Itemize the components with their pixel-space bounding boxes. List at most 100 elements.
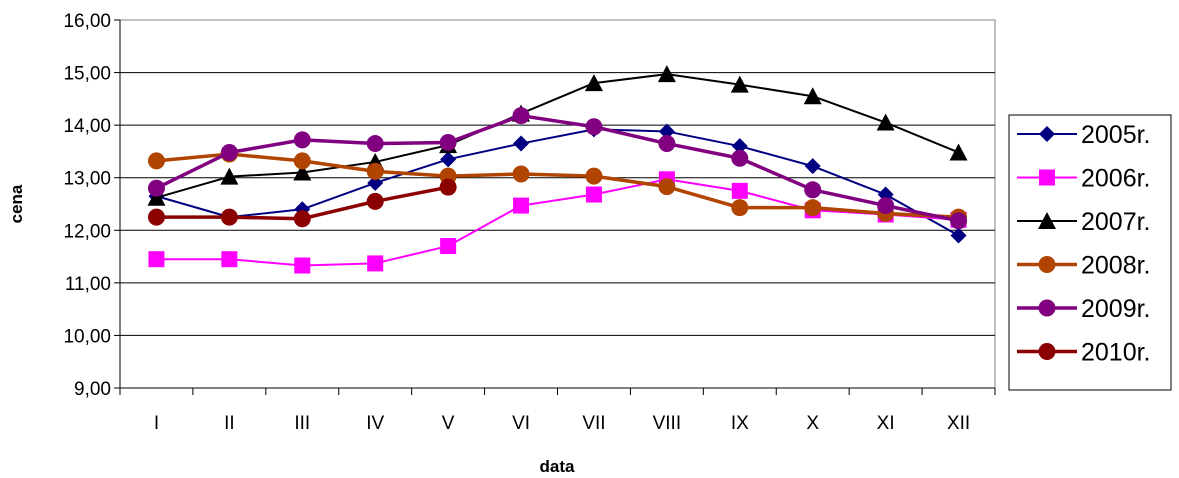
data-point: [293, 163, 312, 181]
data-point: [148, 251, 165, 268]
gridlines: [120, 72, 995, 336]
series-line: [156, 152, 959, 219]
data-point: [440, 151, 457, 168]
legend-label: 2005r.: [1081, 121, 1151, 149]
y-axis-title: cena: [7, 184, 26, 223]
data-point: [658, 178, 676, 196]
legend-item: 2008r.: [1017, 252, 1151, 280]
data-point: [513, 135, 530, 152]
y-tick-label: 13,00: [63, 169, 111, 190]
data-point: [804, 199, 822, 217]
y-tick-label: 12,00: [63, 221, 111, 242]
legend-swatch-marker: [1039, 169, 1055, 186]
series-2010r: [147, 178, 457, 228]
plot-area: [119, 19, 996, 389]
data-point: [293, 131, 311, 149]
x-tick-label: V: [442, 413, 455, 434]
data-point: [220, 167, 239, 185]
data-point: [585, 118, 603, 136]
x-tick-label: II: [224, 413, 235, 434]
data-point: [584, 74, 603, 92]
legend-box: [1008, 114, 1172, 391]
y-tick-label: 16,00: [63, 11, 111, 32]
legend-item: 2010r.: [1017, 339, 1151, 367]
data-point: [366, 162, 384, 180]
data-point: [220, 208, 238, 226]
data-point: [367, 255, 384, 272]
series-line: [155, 113, 959, 223]
legend-swatch-marker: [1038, 212, 1056, 229]
data-point: [804, 181, 822, 199]
y-tick-label: 15,00: [63, 64, 111, 85]
series-2009r: [147, 107, 968, 230]
data-point: [512, 107, 530, 125]
data-point: [876, 113, 895, 131]
data-point: [731, 182, 748, 199]
data-point: [147, 188, 166, 206]
data-point: [658, 135, 676, 153]
y-tick-label: 10,00: [63, 326, 111, 347]
y-tick-label: 11,00: [65, 274, 111, 295]
data-point: [513, 197, 530, 214]
legend-label: 2006r.: [1081, 165, 1151, 193]
legend-swatch-marker: [1038, 343, 1056, 360]
data-point: [147, 179, 165, 197]
legend-swatch-marker: [1038, 256, 1056, 273]
legend-item: 2007r.: [1017, 208, 1151, 236]
data-point: [731, 138, 748, 155]
legend-item: 2006r.: [1017, 165, 1151, 193]
x-tick-label: I: [154, 413, 159, 434]
data-point: [585, 186, 602, 203]
x-tick-label: XII: [947, 413, 970, 434]
data-point: [950, 227, 967, 244]
y-tick-label: 9,00: [74, 379, 111, 400]
series-line: [156, 73, 959, 199]
data-point: [949, 143, 968, 161]
legend: 2005r. 2006r. 2007r. 2008r. 2009r. 2010r.: [1017, 121, 1151, 367]
data-point: [803, 87, 822, 105]
x-tick-label: X: [806, 413, 819, 434]
data-point: [439, 133, 457, 151]
data-point: [147, 152, 165, 170]
data-point: [440, 238, 457, 255]
data-point: [658, 123, 675, 140]
legend-label: 2010r.: [1081, 339, 1151, 367]
series-group: [147, 65, 968, 274]
x-tick-label: IX: [731, 413, 749, 434]
data-point: [366, 135, 384, 153]
legend-swatch-marker: [1039, 126, 1055, 142]
legend-swatch-marker: [1038, 299, 1056, 317]
legend-item: 2009r.: [1017, 295, 1151, 323]
x-tick-label: VI: [512, 413, 530, 434]
data-point: [220, 143, 238, 161]
data-point: [366, 192, 384, 210]
data-point: [731, 149, 749, 167]
data-point: [731, 199, 749, 217]
data-point: [730, 75, 749, 93]
data-point: [221, 251, 238, 268]
data-point: [585, 167, 603, 185]
legend-item: 2005r.: [1017, 121, 1151, 149]
x-tick-label: III: [294, 413, 310, 434]
axis-ticks: 9,00 10,00 11,00 12,00 13,00 14,00 15,00 16,00 I…: [63, 11, 996, 434]
legend-label: 2009r.: [1081, 295, 1151, 323]
y-tick-label: 14,00: [63, 116, 111, 137]
data-point: [293, 210, 311, 228]
data-point: [804, 158, 821, 175]
data-point: [294, 257, 311, 274]
data-point: [147, 208, 165, 226]
x-tick-label: XI: [877, 413, 895, 434]
legend-label: 2008r.: [1081, 252, 1151, 280]
data-point: [512, 165, 530, 183]
x-axis-title: data: [540, 457, 576, 476]
series-line: [156, 128, 960, 237]
legend-label: 2007r.: [1081, 208, 1151, 236]
data-point: [367, 174, 384, 191]
x-tick-label: VII: [582, 413, 605, 434]
data-point: [950, 212, 968, 230]
series-line: [156, 178, 959, 267]
data-point: [657, 65, 676, 83]
data-point: [439, 178, 457, 196]
